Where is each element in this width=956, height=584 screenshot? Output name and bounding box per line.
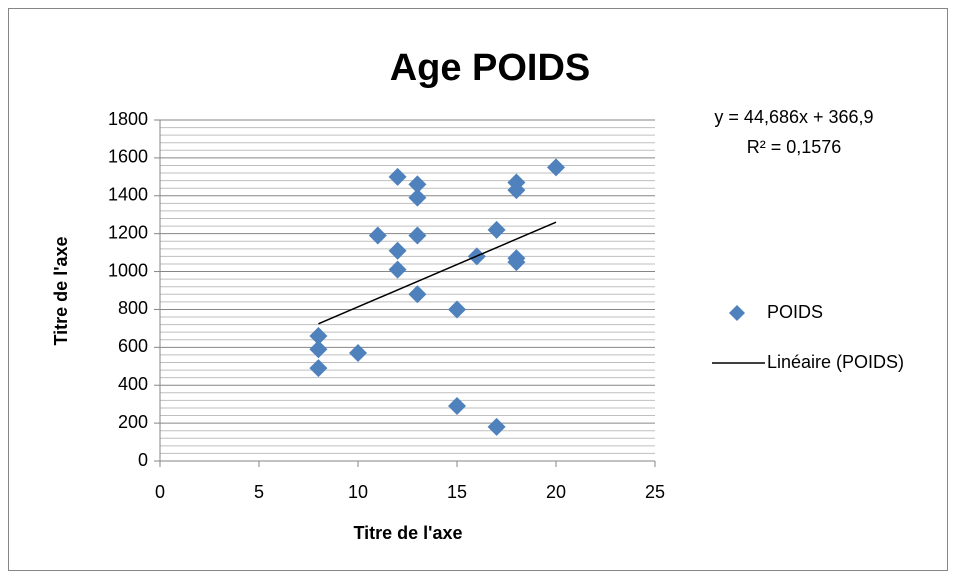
equation: y = 44,686x + 366,9 bbox=[714, 107, 873, 127]
y-tick-label: 1600 bbox=[108, 147, 148, 167]
y-tick-label: 1400 bbox=[108, 185, 148, 205]
y-axis-title: Titre de l'axe bbox=[51, 236, 71, 345]
point bbox=[507, 181, 526, 200]
point bbox=[487, 417, 506, 436]
legend-label: Linéaire (POIDS) bbox=[767, 352, 904, 372]
x-tick-label: 0 bbox=[155, 482, 165, 502]
point bbox=[388, 241, 407, 260]
y-tick-label: 400 bbox=[118, 374, 148, 394]
trendline bbox=[318, 221, 557, 325]
point bbox=[547, 158, 565, 177]
point bbox=[408, 188, 427, 207]
r-squared: R² = 0,1576 bbox=[747, 137, 842, 157]
x-axis-title: Titre de l'axe bbox=[353, 523, 462, 543]
point bbox=[309, 340, 328, 359]
point bbox=[448, 300, 466, 319]
legend-label: POIDS bbox=[767, 302, 823, 322]
point bbox=[388, 167, 407, 186]
point bbox=[448, 397, 466, 416]
chart-title: Age POIDS bbox=[390, 47, 591, 89]
y-tick-label: 1000 bbox=[108, 260, 148, 280]
point bbox=[388, 260, 407, 279]
point bbox=[309, 326, 328, 345]
point bbox=[408, 175, 427, 194]
x-tick-label: 25 bbox=[645, 482, 665, 502]
y-tick-label: 0 bbox=[138, 450, 148, 470]
point bbox=[408, 285, 427, 304]
point bbox=[487, 220, 506, 239]
point bbox=[408, 226, 427, 245]
y-tick-label: 600 bbox=[118, 336, 148, 356]
x-tick-label: 10 bbox=[348, 482, 368, 502]
y-tick-label: 1200 bbox=[108, 222, 148, 242]
y-tick-label: 1800 bbox=[108, 109, 148, 129]
x-tick-label: 15 bbox=[447, 482, 467, 502]
point bbox=[368, 226, 387, 245]
x-tick-label: 5 bbox=[254, 482, 264, 502]
x-tick-label: 20 bbox=[546, 482, 566, 502]
y-tick-label: 800 bbox=[118, 298, 148, 318]
point bbox=[309, 359, 328, 378]
point bbox=[507, 253, 526, 272]
y-tick-label: 200 bbox=[118, 412, 148, 432]
point bbox=[349, 344, 367, 363]
legend-marker bbox=[729, 305, 745, 321]
chart-border bbox=[8, 8, 948, 571]
